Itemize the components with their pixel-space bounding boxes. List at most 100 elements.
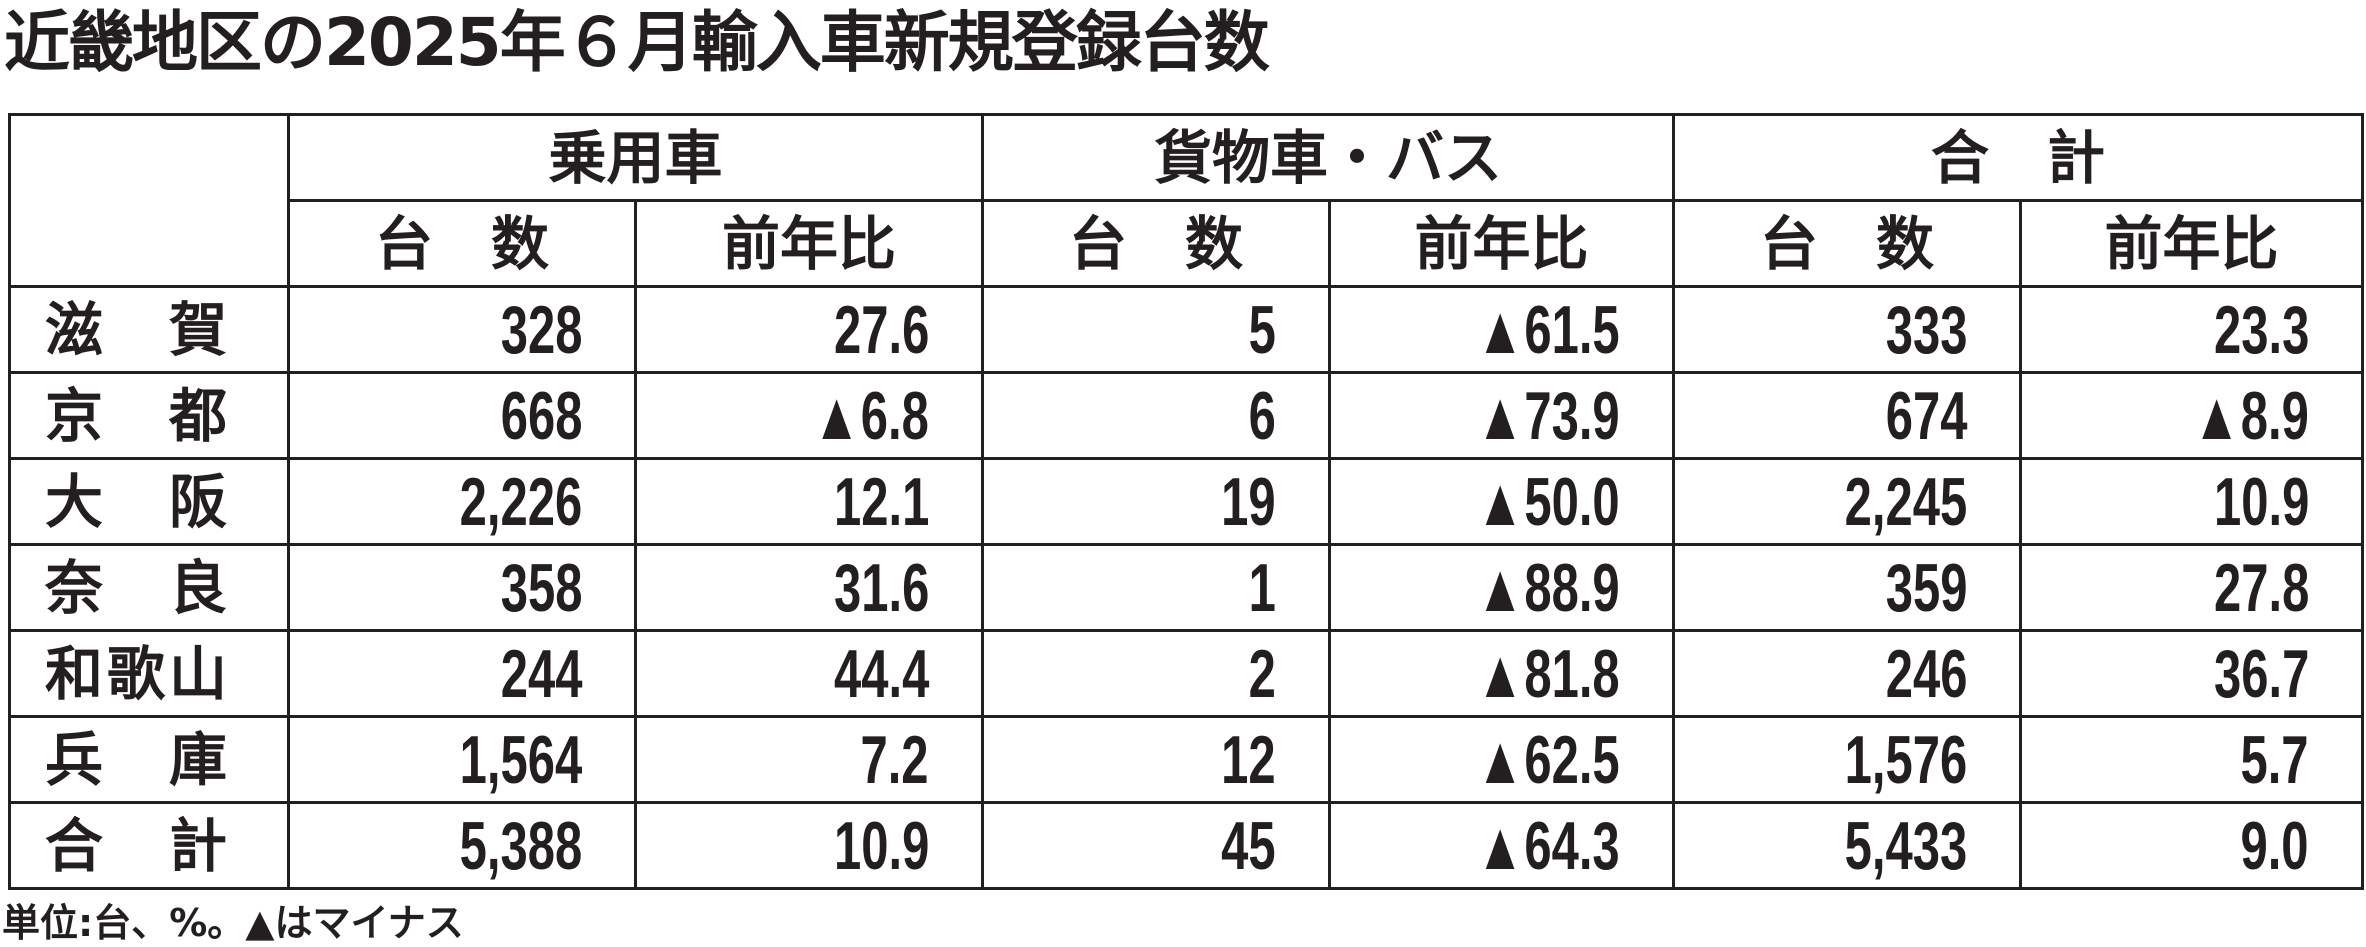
cell-value: 12.1: [833, 463, 929, 540]
sub-header: 台 数: [981, 199, 1331, 288]
group-header-total: 合 計: [1672, 113, 2364, 202]
cell-value: ▲8.9: [2192, 377, 2309, 454]
cell-value: ▲50.0: [1476, 463, 1620, 540]
row-label: 滋 賀: [8, 285, 290, 374]
table-cell: 7.2: [634, 715, 984, 804]
table-row: 兵 庫 1,564 7.2 12 ▲62.5 1,576 5.7: [8, 715, 2364, 804]
table-cell: 9.0: [2019, 801, 2364, 890]
table-cell: 1: [981, 543, 1331, 632]
cell-value: 358: [500, 549, 582, 626]
cell-value: 9.0: [2240, 807, 2309, 884]
cell-value: 244: [500, 635, 582, 712]
table-cell: 10.9: [2019, 457, 2364, 546]
table-cell: 45: [981, 801, 1331, 890]
cell-value: 36.7: [2213, 635, 2309, 712]
table-cell: ▲88.9: [1328, 543, 1675, 632]
cell-value: 12: [1221, 721, 1276, 798]
table-cell: 12: [981, 715, 1331, 804]
cell-value: 1: [1248, 549, 1276, 626]
cell-value: ▲6.8: [812, 377, 929, 454]
table-cell: 12.1: [634, 457, 984, 546]
table-cell: ▲6.8: [634, 371, 984, 460]
cell-value: ▲64.3: [1476, 807, 1620, 884]
table-cell: ▲73.9: [1328, 371, 1675, 460]
footnote: 単位:台、%。▲はマイナス: [2, 901, 464, 945]
cell-value: ▲62.5: [1476, 721, 1620, 798]
table-cell: 23.3: [2019, 285, 2364, 374]
corner-cell: [8, 113, 290, 288]
table-cell: 5,388: [287, 801, 637, 890]
table-cell: 36.7: [2019, 629, 2364, 718]
cell-value: 45: [1221, 807, 1276, 884]
row-label: 奈 良: [8, 543, 290, 632]
table-cell: ▲8.9: [2019, 371, 2364, 460]
cell-value: 1,576: [1844, 721, 1967, 798]
table-cell: 246: [1672, 629, 2022, 718]
table-cell: 10.9: [634, 801, 984, 890]
header-row-groups: 乗用車 貨物車・バス 合 計: [8, 113, 2364, 288]
cell-value: 5.7: [2240, 721, 2309, 798]
cell-value: 44.4: [833, 635, 929, 712]
cell-value: 2: [1248, 635, 1276, 712]
cell-value: 668: [500, 377, 582, 454]
table-cell: 358: [287, 543, 637, 632]
table-cell: 5,433: [1672, 801, 2022, 890]
cell-value: ▲88.9: [1476, 549, 1620, 626]
cell-value: 328: [500, 291, 582, 368]
row-label: 和歌山: [8, 629, 290, 718]
table-cell: 27.8: [2019, 543, 2364, 632]
cell-value: 10.9: [833, 807, 929, 884]
table-cell: ▲62.5: [1328, 715, 1675, 804]
cell-value: 27.8: [2213, 549, 2309, 626]
cell-value: 2,245: [1844, 463, 1967, 540]
cell-value: ▲81.8: [1476, 635, 1620, 712]
table-cell: 19: [981, 457, 1331, 546]
row-label: 合 計: [8, 801, 290, 890]
group-header-truck-bus: 貨物車・バス: [981, 113, 1675, 202]
table-cell: 5.7: [2019, 715, 2364, 804]
table-cell: ▲61.5: [1328, 285, 1675, 374]
table-cell: 44.4: [634, 629, 984, 718]
sub-header: 前年比: [2019, 199, 2364, 288]
cell-value: 5,388: [459, 807, 582, 884]
table-cell: 2: [981, 629, 1331, 718]
table-row: 大 阪 2,226 12.1 19 ▲50.0 2,245 10.9: [8, 457, 2364, 546]
cell-value: 359: [1885, 549, 1967, 626]
table-cell: 2,226: [287, 457, 637, 546]
cell-value: 2,226: [459, 463, 582, 540]
table-cell: 27.6: [634, 285, 984, 374]
cell-value: 1,564: [459, 721, 582, 798]
row-label: 京 都: [8, 371, 290, 460]
table-row: 京 都 668 ▲6.8 6 ▲73.9 674 ▲8.9: [8, 371, 2364, 460]
cell-value: 7.2: [860, 721, 929, 798]
row-label: 兵 庫: [8, 715, 290, 804]
table-cell: 674: [1672, 371, 2022, 460]
table-cell: 5: [981, 285, 1331, 374]
table-row: 合 計 5,388 10.9 45 ▲64.3 5,433 9.0: [8, 801, 2364, 890]
cell-value: 23.3: [2213, 291, 2309, 368]
table-row: 滋 賀 328 27.6 5 ▲61.5 333 23.3: [8, 285, 2364, 374]
table-cell: ▲64.3: [1328, 801, 1675, 890]
sub-header: 台 数: [287, 199, 637, 288]
cell-value: ▲73.9: [1476, 377, 1620, 454]
cell-value: 19: [1221, 463, 1276, 540]
cell-value: 246: [1885, 635, 1967, 712]
table-row: 奈 良 358 31.6 1 ▲88.9 359 27.8: [8, 543, 2364, 632]
header-row-sub: 台 数 前年比 台 数 前年比 台 数 前年比: [10, 199, 2364, 288]
cell-value: 10.9: [2213, 463, 2309, 540]
sub-header: 前年比: [1328, 199, 1675, 288]
table-cell: 359: [1672, 543, 2022, 632]
table-cell: 244: [287, 629, 637, 718]
table-cell: 31.6: [634, 543, 984, 632]
table-cell: 668: [287, 371, 637, 460]
table-cell: 6: [981, 371, 1331, 460]
cell-value: 674: [1885, 377, 1967, 454]
cell-value: ▲61.5: [1476, 291, 1620, 368]
cell-value: 333: [1885, 291, 1967, 368]
table-cell: ▲81.8: [1328, 629, 1675, 718]
table-cell: 328: [287, 285, 637, 374]
sub-header: 台 数: [1672, 199, 2022, 288]
cell-value: 5,433: [1844, 807, 1967, 884]
cell-value: 31.6: [833, 549, 929, 626]
table-cell: ▲50.0: [1328, 457, 1675, 546]
